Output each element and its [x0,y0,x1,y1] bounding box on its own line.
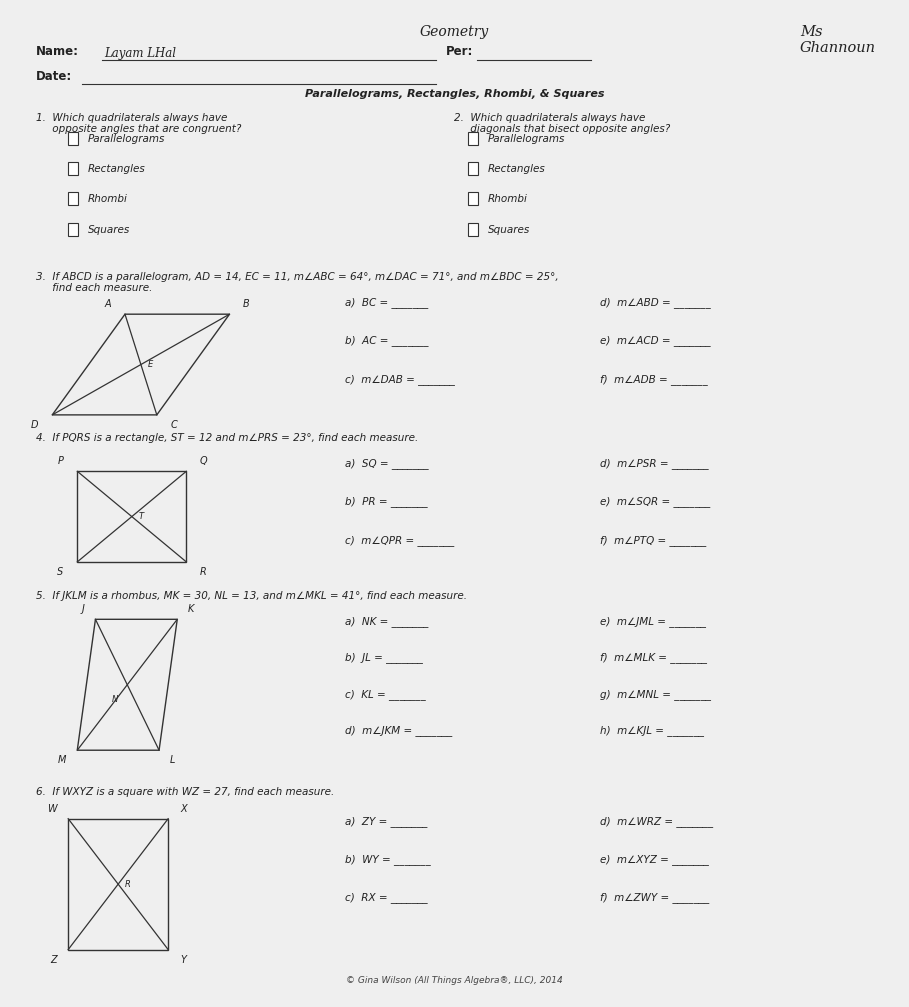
Text: L: L [170,755,175,765]
Bar [68,132,78,145]
Text: Name:: Name: [36,45,79,58]
Text: Squares: Squares [488,225,530,235]
Text: 1.  Which quadrilaterals always have
     opposite angles that are congruent?: 1. Which quadrilaterals always have oppo… [36,113,242,134]
Text: e)  m∠SQR = _______: e) m∠SQR = _______ [600,496,710,508]
Text: h)  m∠KJL = _______: h) m∠KJL = _______ [600,725,704,736]
Bar [68,223,78,236]
Text: e)  m∠JML = _______: e) m∠JML = _______ [600,616,706,627]
Text: b)  PR = _______: b) PR = _______ [345,496,428,508]
Text: b)  AC = _______: b) AC = _______ [345,335,429,346]
Text: K: K [188,604,195,614]
Text: Layam LHal: Layam LHal [105,47,176,60]
Text: e)  m∠XYZ = _______: e) m∠XYZ = _______ [600,854,709,865]
Text: 5.  If JKLM is a rhombus, MK = 30, NL = 13, and m∠MKL = 41°, find each measure.: 5. If JKLM is a rhombus, MK = 30, NL = 1… [36,591,467,601]
Bar [468,192,478,205]
Text: d)  m∠WRZ = _______: d) m∠WRZ = _______ [600,816,713,827]
Text: Per:: Per: [445,45,473,58]
Text: d)  m∠ABD = _______: d) m∠ABD = _______ [600,297,711,308]
Text: © Gina Wilson (All Things Algebra®, LLC), 2014: © Gina Wilson (All Things Algebra®, LLC)… [346,976,563,985]
Text: d)  m∠PSR = _______: d) m∠PSR = _______ [600,458,708,469]
Text: Geometry: Geometry [420,25,489,39]
Text: Parallelograms: Parallelograms [488,134,565,144]
Text: g)  m∠MNL = _______: g) m∠MNL = _______ [600,689,711,700]
Text: Rhombi: Rhombi [88,194,128,204]
Text: Parallelograms, Rectangles, Rhombi, & Squares: Parallelograms, Rectangles, Rhombi, & Sq… [305,89,604,99]
Text: N: N [112,695,118,704]
Text: J: J [82,604,85,614]
Text: Rectangles: Rectangles [488,164,546,174]
Text: Z: Z [50,955,56,965]
Text: a)  BC = _______: a) BC = _______ [345,297,429,308]
Text: T: T [139,513,145,521]
Text: R: R [125,880,130,888]
Text: W: W [46,804,56,814]
Text: X: X [180,804,186,814]
Text: 6.  If WXYZ is a square with WZ = 27, find each measure.: 6. If WXYZ is a square with WZ = 27, fin… [36,787,335,798]
Text: a)  SQ = _______: a) SQ = _______ [345,458,429,469]
Text: E: E [148,361,154,369]
Text: P: P [58,456,64,466]
Text: d)  m∠JKM = _______: d) m∠JKM = _______ [345,725,453,736]
Bar [68,162,78,175]
Text: f)  m∠PTQ = _______: f) m∠PTQ = _______ [600,535,706,546]
Text: Rectangles: Rectangles [88,164,146,174]
Text: R: R [200,567,206,577]
Text: a)  NK = _______: a) NK = _______ [345,616,429,627]
Text: 2.  Which quadrilaterals always have
     diagonals that bisect opposite angles?: 2. Which quadrilaterals always have diag… [454,113,671,134]
Bar [468,223,478,236]
Text: Rhombi: Rhombi [488,194,528,204]
Text: b)  WY = _______: b) WY = _______ [345,854,431,865]
Text: C: C [171,420,177,430]
Text: Ms
Ghannoun: Ms Ghannoun [800,25,876,55]
Text: c)  m∠DAB = _______: c) m∠DAB = _______ [345,374,455,385]
Text: Date:: Date: [36,70,73,84]
Text: Q: Q [200,456,207,466]
Bar [468,132,478,145]
Text: e)  m∠ACD = _______: e) m∠ACD = _______ [600,335,711,346]
Text: S: S [57,567,64,577]
Text: 3.  If ABCD is a parallelogram, AD = 14, EC = 11, m∠ABC = 64°, m∠DAC = 71°, and : 3. If ABCD is a parallelogram, AD = 14, … [36,272,559,293]
Text: f)  m∠MLK = _______: f) m∠MLK = _______ [600,653,707,664]
Text: M: M [58,755,66,765]
Text: f)  m∠ZWY = _______: f) m∠ZWY = _______ [600,892,709,903]
Text: b)  JL = _______: b) JL = _______ [345,653,424,664]
Text: 4.  If PQRS is a rectangle, ST = 12 and m∠PRS = 23°, find each measure.: 4. If PQRS is a rectangle, ST = 12 and m… [36,433,419,443]
Text: B: B [244,299,250,309]
Text: Y: Y [180,955,186,965]
Text: c)  RX = _______: c) RX = _______ [345,892,428,903]
Text: Squares: Squares [88,225,130,235]
Bar [68,192,78,205]
Text: A: A [105,299,111,309]
Bar [468,162,478,175]
Text: a)  ZY = _______: a) ZY = _______ [345,816,428,827]
Text: D: D [31,420,38,430]
Text: c)  m∠QPR = _______: c) m∠QPR = _______ [345,535,454,546]
Text: Parallelograms: Parallelograms [88,134,165,144]
Text: c)  KL = _______: c) KL = _______ [345,689,426,700]
Text: f)  m∠ADB = _______: f) m∠ADB = _______ [600,374,708,385]
